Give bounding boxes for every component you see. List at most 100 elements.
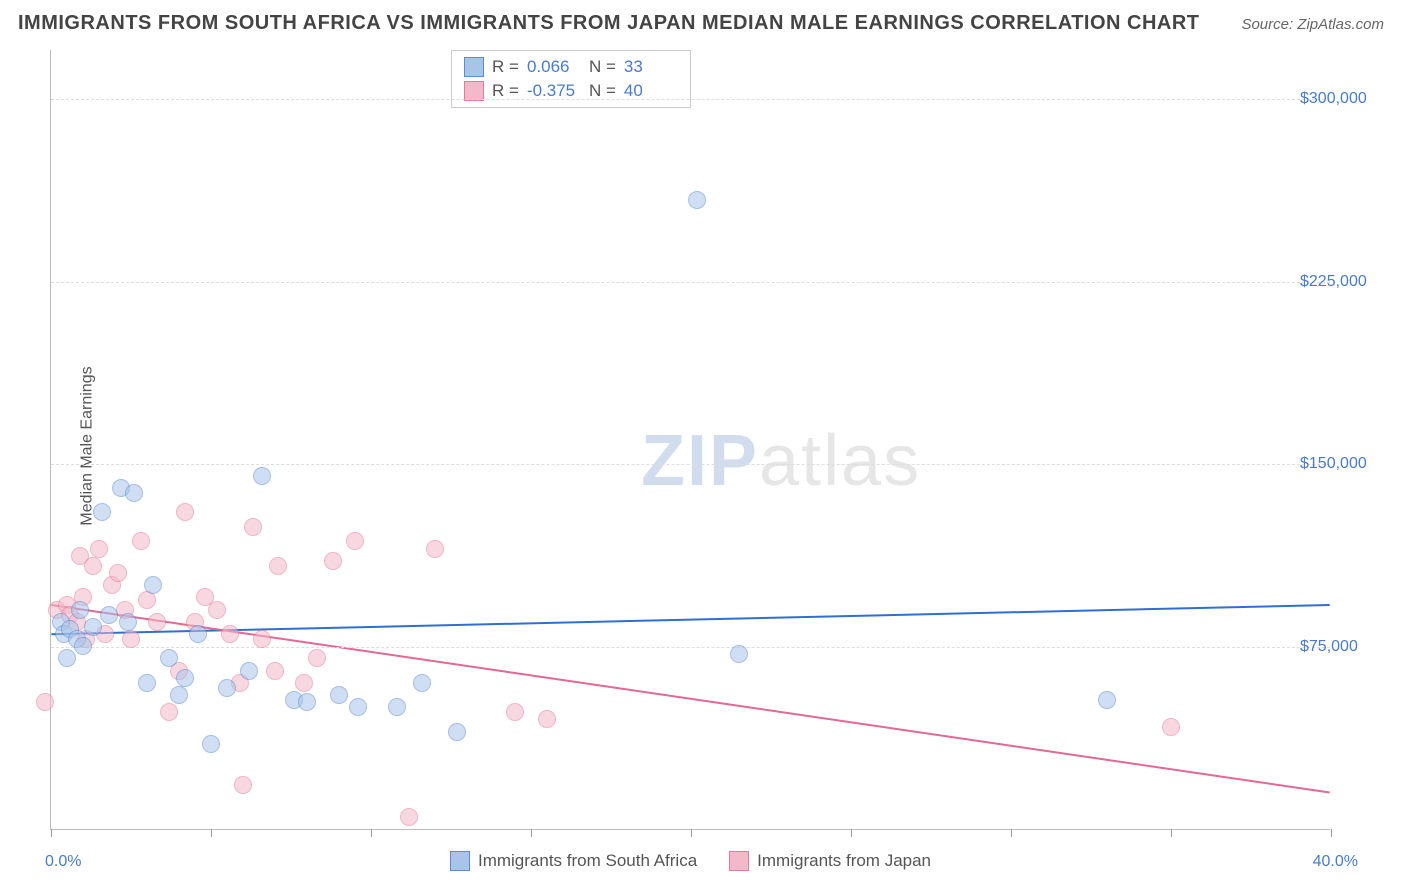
legend-label-south-africa: Immigrants from South Africa	[478, 851, 697, 871]
data-point-japan	[253, 630, 271, 648]
y-tick-label: $225,000	[1300, 273, 1390, 291]
data-point-japan	[196, 588, 214, 606]
data-point-south_africa	[1098, 691, 1116, 709]
data-point-south_africa	[176, 669, 194, 687]
data-point-japan	[90, 540, 108, 558]
stat-n-value-south-africa: 33	[624, 57, 678, 77]
data-point-south_africa	[413, 674, 431, 692]
data-point-south_africa	[144, 576, 162, 594]
stats-row-south-africa: R = 0.066 N = 33	[464, 55, 678, 79]
x-tick	[531, 829, 532, 837]
x-tick	[51, 829, 52, 837]
data-point-south_africa	[93, 503, 111, 521]
trendline-japan	[51, 605, 1329, 792]
data-point-japan	[1162, 718, 1180, 736]
data-point-south_africa	[74, 637, 92, 655]
data-point-japan	[148, 613, 166, 631]
data-point-south_africa	[448, 723, 466, 741]
data-point-japan	[109, 564, 127, 582]
data-point-japan	[538, 710, 556, 728]
data-point-japan	[269, 557, 287, 575]
data-point-south_africa	[125, 484, 143, 502]
gridline	[51, 282, 1330, 283]
data-point-south_africa	[218, 679, 236, 697]
data-point-japan	[400, 808, 418, 826]
data-point-japan	[308, 649, 326, 667]
trendlines-svg	[51, 50, 1330, 829]
watermark-atlas: atlas	[759, 421, 921, 501]
data-point-south_africa	[119, 613, 137, 631]
data-point-south_africa	[61, 620, 79, 638]
trendline-south_africa	[51, 605, 1329, 634]
data-point-japan	[61, 606, 79, 624]
data-point-south_africa	[170, 686, 188, 704]
data-point-japan	[170, 662, 188, 680]
y-tick-label: $150,000	[1300, 455, 1390, 473]
x-tick	[691, 829, 692, 837]
legend-item-south-africa: Immigrants from South Africa	[450, 851, 697, 871]
data-point-south_africa	[55, 625, 73, 643]
data-point-south_africa	[349, 698, 367, 716]
data-point-japan	[295, 674, 313, 692]
data-point-south_africa	[285, 691, 303, 709]
data-point-south_africa	[138, 674, 156, 692]
data-point-japan	[244, 518, 262, 536]
stat-r-label: R =	[492, 81, 519, 101]
data-point-south_africa	[253, 467, 271, 485]
data-point-south_africa	[68, 630, 86, 648]
data-point-japan	[77, 630, 95, 648]
data-point-south_africa	[84, 618, 102, 636]
data-point-south_africa	[71, 601, 89, 619]
x-tick	[1331, 829, 1332, 837]
data-point-japan	[36, 693, 54, 711]
stat-r-value-south-africa: 0.066	[527, 57, 581, 77]
swatch-south-africa	[464, 57, 484, 77]
data-point-japan	[71, 547, 89, 565]
stat-n-value-japan: 40	[624, 81, 678, 101]
data-point-japan	[122, 630, 140, 648]
series-legend: Immigrants from South Africa Immigrants …	[51, 851, 1330, 871]
data-point-japan	[138, 591, 156, 609]
stat-n-label: N =	[589, 57, 616, 77]
source-label: Source: ZipAtlas.com	[1241, 16, 1384, 33]
data-point-south_africa	[160, 649, 178, 667]
x-tick	[211, 829, 212, 837]
data-point-japan	[68, 613, 86, 631]
x-tick	[1011, 829, 1012, 837]
stat-n-label: N =	[589, 81, 616, 101]
data-point-japan	[58, 596, 76, 614]
data-point-japan	[176, 503, 194, 521]
data-point-south_africa	[298, 693, 316, 711]
data-point-japan	[506, 703, 524, 721]
legend-label-japan: Immigrants from Japan	[757, 851, 931, 871]
data-point-south_africa	[189, 625, 207, 643]
data-point-south_africa	[688, 191, 706, 209]
data-point-japan	[103, 576, 121, 594]
data-point-japan	[84, 557, 102, 575]
plot-area: ZIPatlas R = 0.066 N = 33 R = -0.375 N =…	[50, 50, 1330, 830]
data-point-japan	[234, 776, 252, 794]
x-tick	[1171, 829, 1172, 837]
data-point-japan	[48, 601, 66, 619]
data-point-japan	[231, 674, 249, 692]
chart-title: IMMIGRANTS FROM SOUTH AFRICA VS IMMIGRAN…	[18, 12, 1200, 35]
gridline	[51, 464, 1330, 465]
x-tick	[371, 829, 372, 837]
watermark-zip: ZIP	[641, 421, 759, 501]
data-point-japan	[346, 532, 364, 550]
data-point-japan	[324, 552, 342, 570]
data-point-japan	[160, 703, 178, 721]
data-point-japan	[221, 625, 239, 643]
data-point-japan	[132, 532, 150, 550]
data-point-japan	[186, 613, 204, 631]
data-point-south_africa	[330, 686, 348, 704]
legend-item-japan: Immigrants from Japan	[729, 851, 931, 871]
stats-row-japan: R = -0.375 N = 40	[464, 79, 678, 103]
data-point-south_africa	[202, 735, 220, 753]
data-point-south_africa	[58, 649, 76, 667]
data-point-japan	[208, 601, 226, 619]
data-point-japan	[426, 540, 444, 558]
data-point-japan	[266, 662, 284, 680]
data-point-japan	[96, 625, 114, 643]
y-tick-label: $300,000	[1300, 90, 1390, 108]
